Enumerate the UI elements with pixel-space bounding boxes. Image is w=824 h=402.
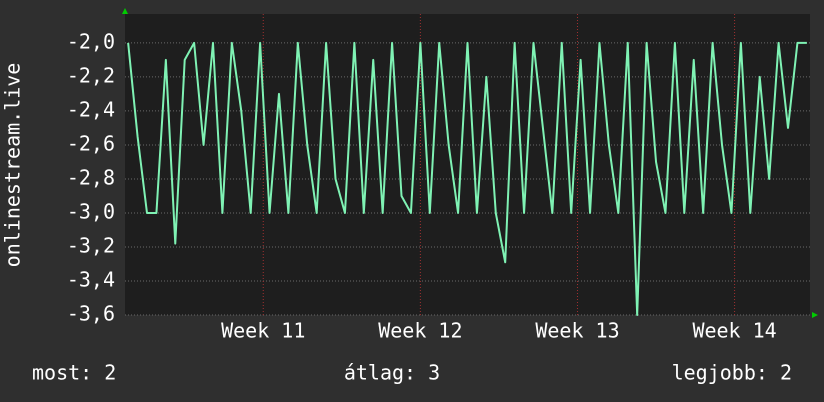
y-tick-label: -3,6 [67,302,115,326]
footer-current: most: 2 [32,361,116,385]
x-tick-label: Week 12 [378,319,462,343]
axis-arrow [122,8,128,14]
y-tick-label: -3,2 [67,233,115,257]
footer-best: legjobb: 2 [672,361,792,385]
data-line [127,41,807,316]
y-axis-label: onlinestream.live [1,63,25,268]
y-tick-label: -2,8 [67,165,115,189]
footer-average: átlag: 3 [344,361,440,385]
y-tick-label: -2,2 [67,63,115,87]
x-tick-label: Week 13 [535,319,619,343]
x-tick-label: Week 11 [221,319,305,343]
y-tick-label: -2,0 [67,29,115,53]
x-tick-label: Week 14 [692,319,776,343]
y-tick-label: -2,4 [67,97,115,121]
plot-area [125,14,810,315]
y-tick-label: -3,4 [67,267,115,291]
axis-arrow [812,312,818,318]
y-tick-label: -2,6 [67,131,115,155]
y-tick-label: -3,0 [67,199,115,223]
